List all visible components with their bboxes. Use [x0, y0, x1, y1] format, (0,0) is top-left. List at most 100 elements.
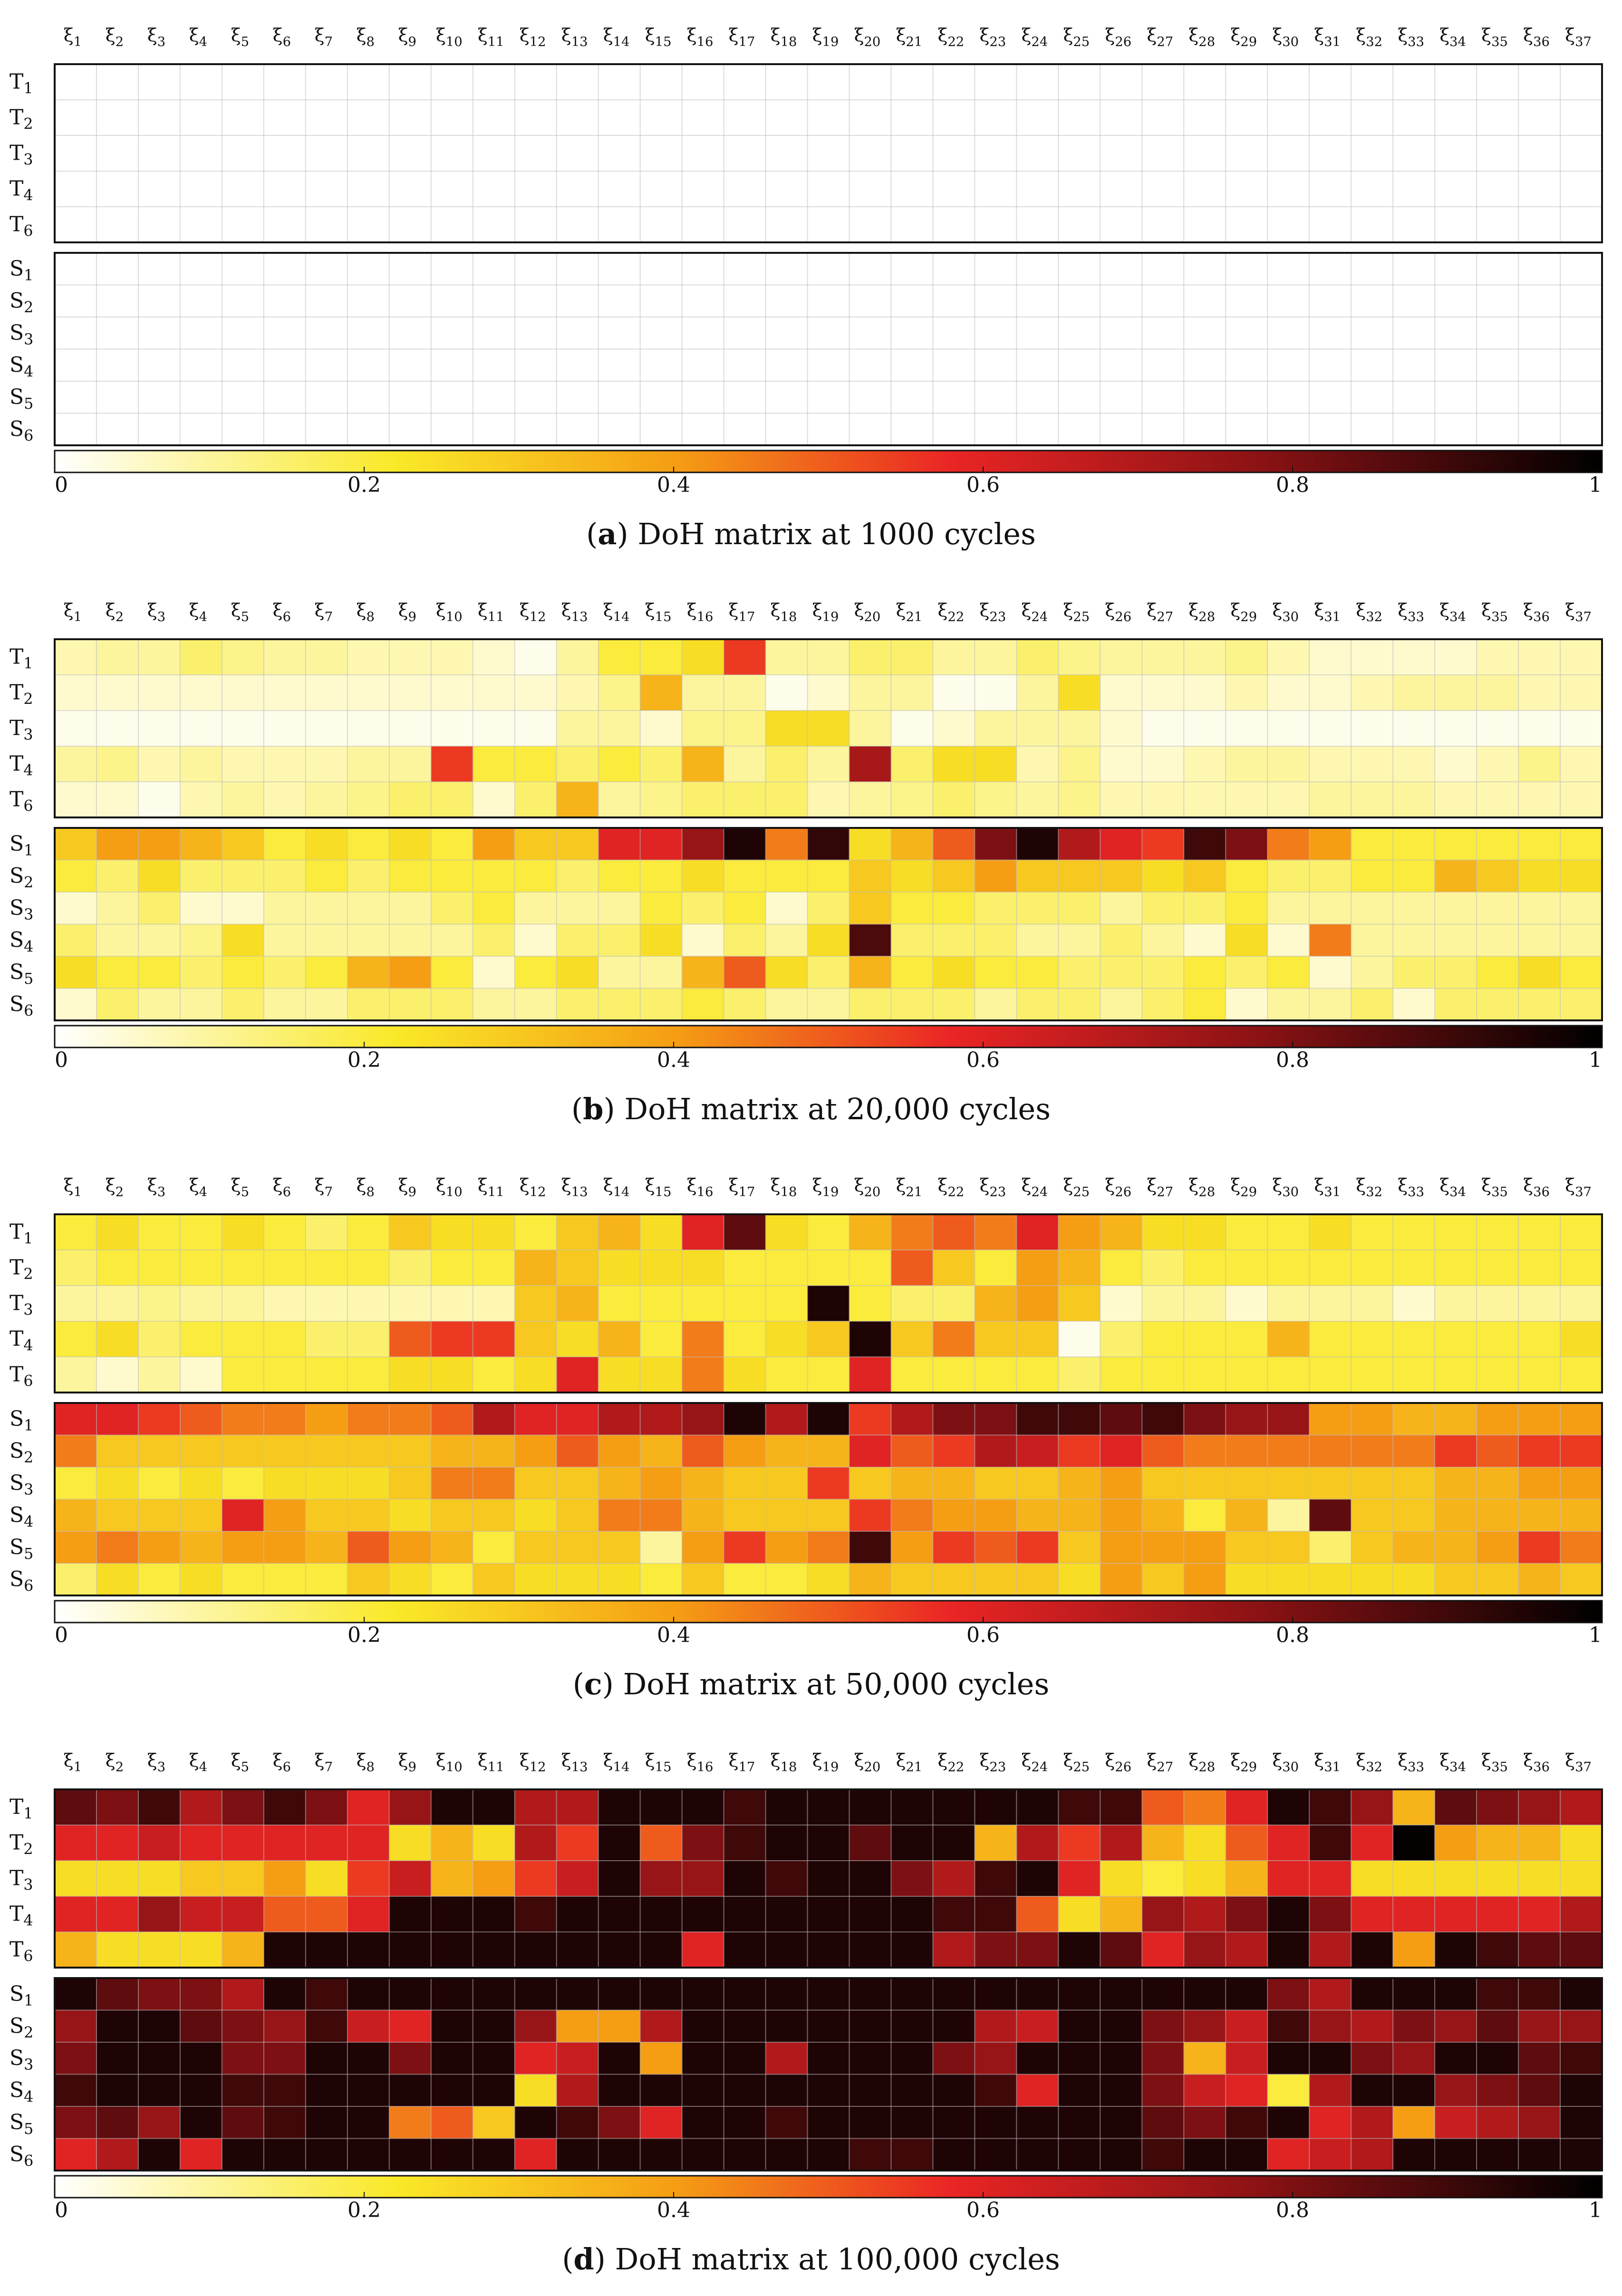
- heatmap-cell: [180, 1896, 222, 1932]
- heatmap-cell: [347, 860, 390, 893]
- heatmap-cell: [765, 1435, 808, 1468]
- heatmap-cell: [263, 64, 306, 100]
- heatmap-cell: [891, 892, 934, 925]
- heatmap-cell: [138, 317, 181, 350]
- heatmap-cell: [1351, 1250, 1393, 1286]
- heatmap-cell: [263, 1403, 306, 1436]
- heatmap-cell: [1351, 1499, 1393, 1532]
- heatmap-cell: [1351, 171, 1393, 207]
- heatmap-cell: [1518, 1321, 1561, 1357]
- heatmap-cell: [975, 1499, 1017, 1532]
- bottom-block: [54, 1402, 1603, 1596]
- heatmap-cell: [1142, 2106, 1184, 2139]
- heatmap-cell: [1351, 1531, 1393, 1564]
- heatmap-cell: [1351, 317, 1393, 350]
- row-label: S1: [10, 832, 33, 859]
- heatmap-cell: [1016, 1789, 1059, 1825]
- heatmap-cell: [1477, 1435, 1519, 1468]
- heatmap-cell: [1100, 2010, 1142, 2043]
- heatmap-cell: [598, 1250, 641, 1286]
- row-label: S5: [10, 2110, 33, 2138]
- heatmap-cell: [180, 1321, 222, 1357]
- heatmap-cell: [849, 711, 892, 747]
- heatmap-cell: [180, 1214, 222, 1250]
- heatmap-cell: [1226, 2106, 1268, 2139]
- column-label: ξ23: [980, 1175, 1006, 1200]
- heatmap-cell: [1267, 1357, 1310, 1393]
- heatmap-cell: [1393, 860, 1435, 893]
- heatmap-cell: [1560, 1499, 1603, 1532]
- heatmap-cell: [389, 171, 432, 207]
- heatmap-cell: [389, 349, 432, 382]
- heatmap-cell: [807, 1789, 850, 1825]
- heatmap-cell: [473, 1499, 515, 1532]
- heatmap-cell: [180, 892, 222, 925]
- heatmap-cell: [598, 746, 641, 782]
- heatmap-cell: [598, 2010, 641, 2043]
- column-label: ξ10: [436, 600, 463, 624]
- heatmap-cell: [514, 1467, 557, 1500]
- heatmap-cell: [1058, 1932, 1101, 1968]
- heatmap-cell: [933, 892, 975, 925]
- heatmap-cell: [975, 1321, 1017, 1357]
- heatmap-cell: [849, 381, 892, 414]
- heatmap-cell: [598, 892, 641, 925]
- heatmap-cell: [1058, 1403, 1101, 1436]
- heatmap-cell: [598, 988, 641, 1021]
- heatmap-cell: [556, 1499, 599, 1532]
- heatmap-cell: [473, 1357, 515, 1393]
- heatmap-cell: [849, 1531, 892, 1564]
- heatmap-cell: [849, 285, 892, 317]
- heatmap-cell: [1518, 988, 1561, 1021]
- column-label: ξ28: [1188, 1175, 1215, 1200]
- heatmap-cell: [849, 892, 892, 925]
- colorbar-tick-label: 0.6: [966, 2198, 1000, 2222]
- heatmap-cell: [222, 892, 264, 925]
- heatmap-cell: [222, 285, 264, 317]
- heatmap-cell: [1435, 711, 1477, 747]
- heatmap-cell: [473, 956, 515, 989]
- heatmap-cell: [1560, 746, 1603, 782]
- heatmap-cell: [807, 1286, 850, 1322]
- heatmap-cell: [1351, 1286, 1393, 1322]
- heatmap-cell: [305, 892, 348, 925]
- heatmap-cell: [765, 2074, 808, 2107]
- column-label: ξ24: [1021, 1750, 1048, 1775]
- panel-caption: (c) DoH matrix at 50,000 cycles: [573, 1667, 1050, 1701]
- heatmap-cell: [724, 782, 766, 818]
- heatmap-cell: [1560, 1435, 1603, 1468]
- heatmap-cell: [1267, 1467, 1310, 1500]
- column-label: ξ27: [1147, 25, 1173, 49]
- heatmap-cell: [305, 860, 348, 893]
- heatmap-cell: [598, 1435, 641, 1468]
- heatmap-cell: [222, 1403, 264, 1436]
- column-label: ξ28: [1188, 25, 1215, 49]
- heatmap-cell: [514, 317, 557, 350]
- row-label: T1: [10, 645, 33, 672]
- heatmap-cell: [891, 860, 934, 893]
- heatmap-cell: [1100, 349, 1142, 382]
- heatmap-cell: [389, 1499, 432, 1532]
- heatmap-cell: [222, 2042, 264, 2075]
- heatmap-cell: [1058, 924, 1101, 957]
- heatmap-cell: [96, 349, 139, 382]
- heatmap-cell: [222, 1286, 264, 1322]
- heatmap-cell: [849, 828, 892, 861]
- heatmap-cell: [138, 675, 181, 711]
- heatmap-cell: [1142, 2042, 1184, 2075]
- heatmap-cell: [891, 1250, 934, 1286]
- heatmap-cell: [431, 1789, 473, 1825]
- heatmap-cell: [96, 1250, 139, 1286]
- row-label: S2: [10, 864, 33, 891]
- heatmap-cell: [138, 2138, 181, 2171]
- heatmap-cell: [1058, 2106, 1101, 2139]
- heatmap-cell: [347, 746, 390, 782]
- heatmap-cell: [1016, 988, 1059, 1021]
- heatmap-cell: [389, 317, 432, 350]
- heatmap-cell: [1058, 746, 1101, 782]
- heatmap-cell: [1477, 1563, 1519, 1596]
- heatmap-cell: [1058, 1789, 1101, 1825]
- heatmap-cell: [1100, 413, 1142, 446]
- heatmap-cell: [556, 1467, 599, 1500]
- heatmap-cell: [263, 2074, 306, 2107]
